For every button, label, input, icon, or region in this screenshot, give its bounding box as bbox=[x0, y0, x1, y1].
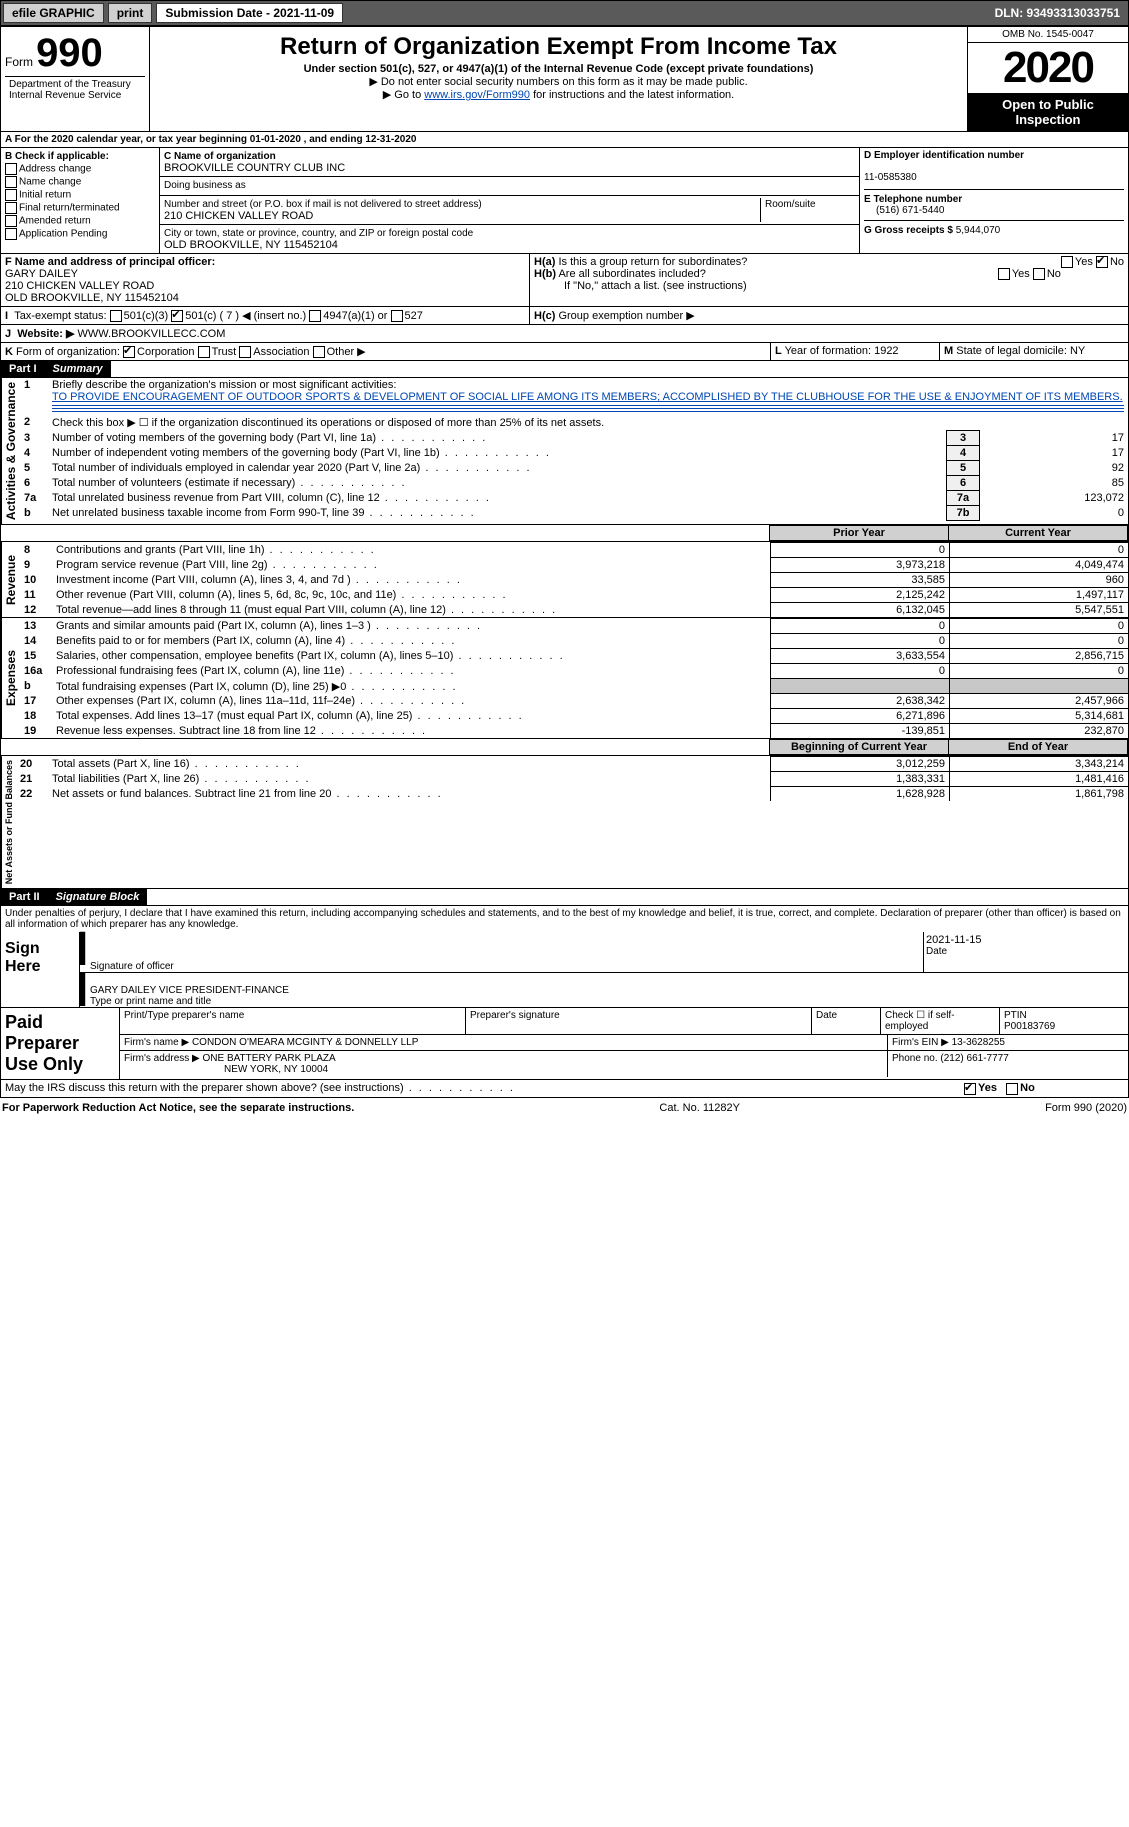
efile-button[interactable]: efile GRAPHIC bbox=[3, 3, 104, 23]
part-1: Part ISummary bbox=[0, 361, 1129, 378]
penalties-text: Under penalties of perjury, I declare th… bbox=[0, 906, 1129, 932]
paid-preparer-block: Paid Preparer Use Only Print/Type prepar… bbox=[0, 1008, 1129, 1080]
rev-header: . Prior Year Current Year bbox=[0, 525, 1129, 542]
omb-number: OMB No. 1545-0047 bbox=[968, 27, 1128, 43]
part-2: Part IISignature Block bbox=[0, 889, 1129, 906]
section-deg: D Employer identification number11-05853… bbox=[860, 148, 1128, 253]
form-title: Return of Organization Exempt From Incom… bbox=[154, 33, 963, 61]
form-header: Form 990 Department of the Treasury Inte… bbox=[0, 26, 1129, 132]
instruction-1: ▶ Do not enter social security numbers o… bbox=[154, 75, 963, 88]
form-subtitle: Under section 501(c), 527, or 4947(a)(1)… bbox=[154, 63, 963, 75]
mission-text: TO PROVIDE ENCOURAGEMENT OF OUTDOOR SPOR… bbox=[52, 391, 1123, 403]
section-klm: K Form of organization: Corporation Trus… bbox=[0, 343, 1129, 361]
instruction-2: ▶ Go to www.irs.gov/Form990 for instruct… bbox=[154, 88, 963, 101]
discuss-row: May the IRS discuss this return with the… bbox=[0, 1080, 1129, 1097]
irs-link[interactable]: www.irs.gov/Form990 bbox=[424, 89, 530, 101]
submission-date: Submission Date - 2021-11-09 bbox=[156, 3, 343, 23]
expenses-block: Expenses 13Grants and similar amounts pa… bbox=[0, 618, 1129, 739]
section-bcdeg: B Check if applicable: Address change Na… bbox=[0, 148, 1129, 254]
dept-treasury: Department of the Treasury Internal Reve… bbox=[5, 76, 145, 103]
section-c: C Name of organizationBROOKVILLE COUNTRY… bbox=[160, 148, 860, 253]
print-button[interactable]: print bbox=[108, 3, 153, 23]
open-public: Open to Public Inspection bbox=[968, 93, 1128, 131]
section-a: A For the 2020 calendar year, or tax yea… bbox=[0, 132, 1129, 148]
form-number: 990 bbox=[36, 31, 103, 75]
dln: DLN: 93493313033751 bbox=[995, 6, 1128, 20]
section-j: J Website: ▶ WWW.BROOKVILLECC.COM bbox=[0, 325, 1129, 343]
section-fh: F Name and address of principal officer:… bbox=[0, 254, 1129, 307]
tax-year: 2020 bbox=[968, 43, 1128, 93]
governance-block: Activities & Governance 1 Briefly descri… bbox=[0, 378, 1129, 525]
net-block: Net Assets or Fund Balances 20Total asse… bbox=[0, 756, 1129, 889]
top-toolbar: efile GRAPHIC print Submission Date - 20… bbox=[0, 0, 1129, 26]
page-footer: For Paperwork Reduction Act Notice, see … bbox=[0, 1098, 1129, 1118]
form-word: Form bbox=[5, 55, 33, 69]
section-i: I Tax-exempt status: 501(c)(3) 501(c) ( … bbox=[0, 307, 1129, 325]
section-b: B Check if applicable: Address change Na… bbox=[1, 148, 160, 253]
sign-here-block: Sign Here ▎ Signature of officer 2021-11… bbox=[0, 932, 1129, 1008]
revenue-block: Revenue 8Contributions and grants (Part … bbox=[0, 542, 1129, 618]
net-header: . Beginning of Current Year End of Year bbox=[0, 739, 1129, 756]
